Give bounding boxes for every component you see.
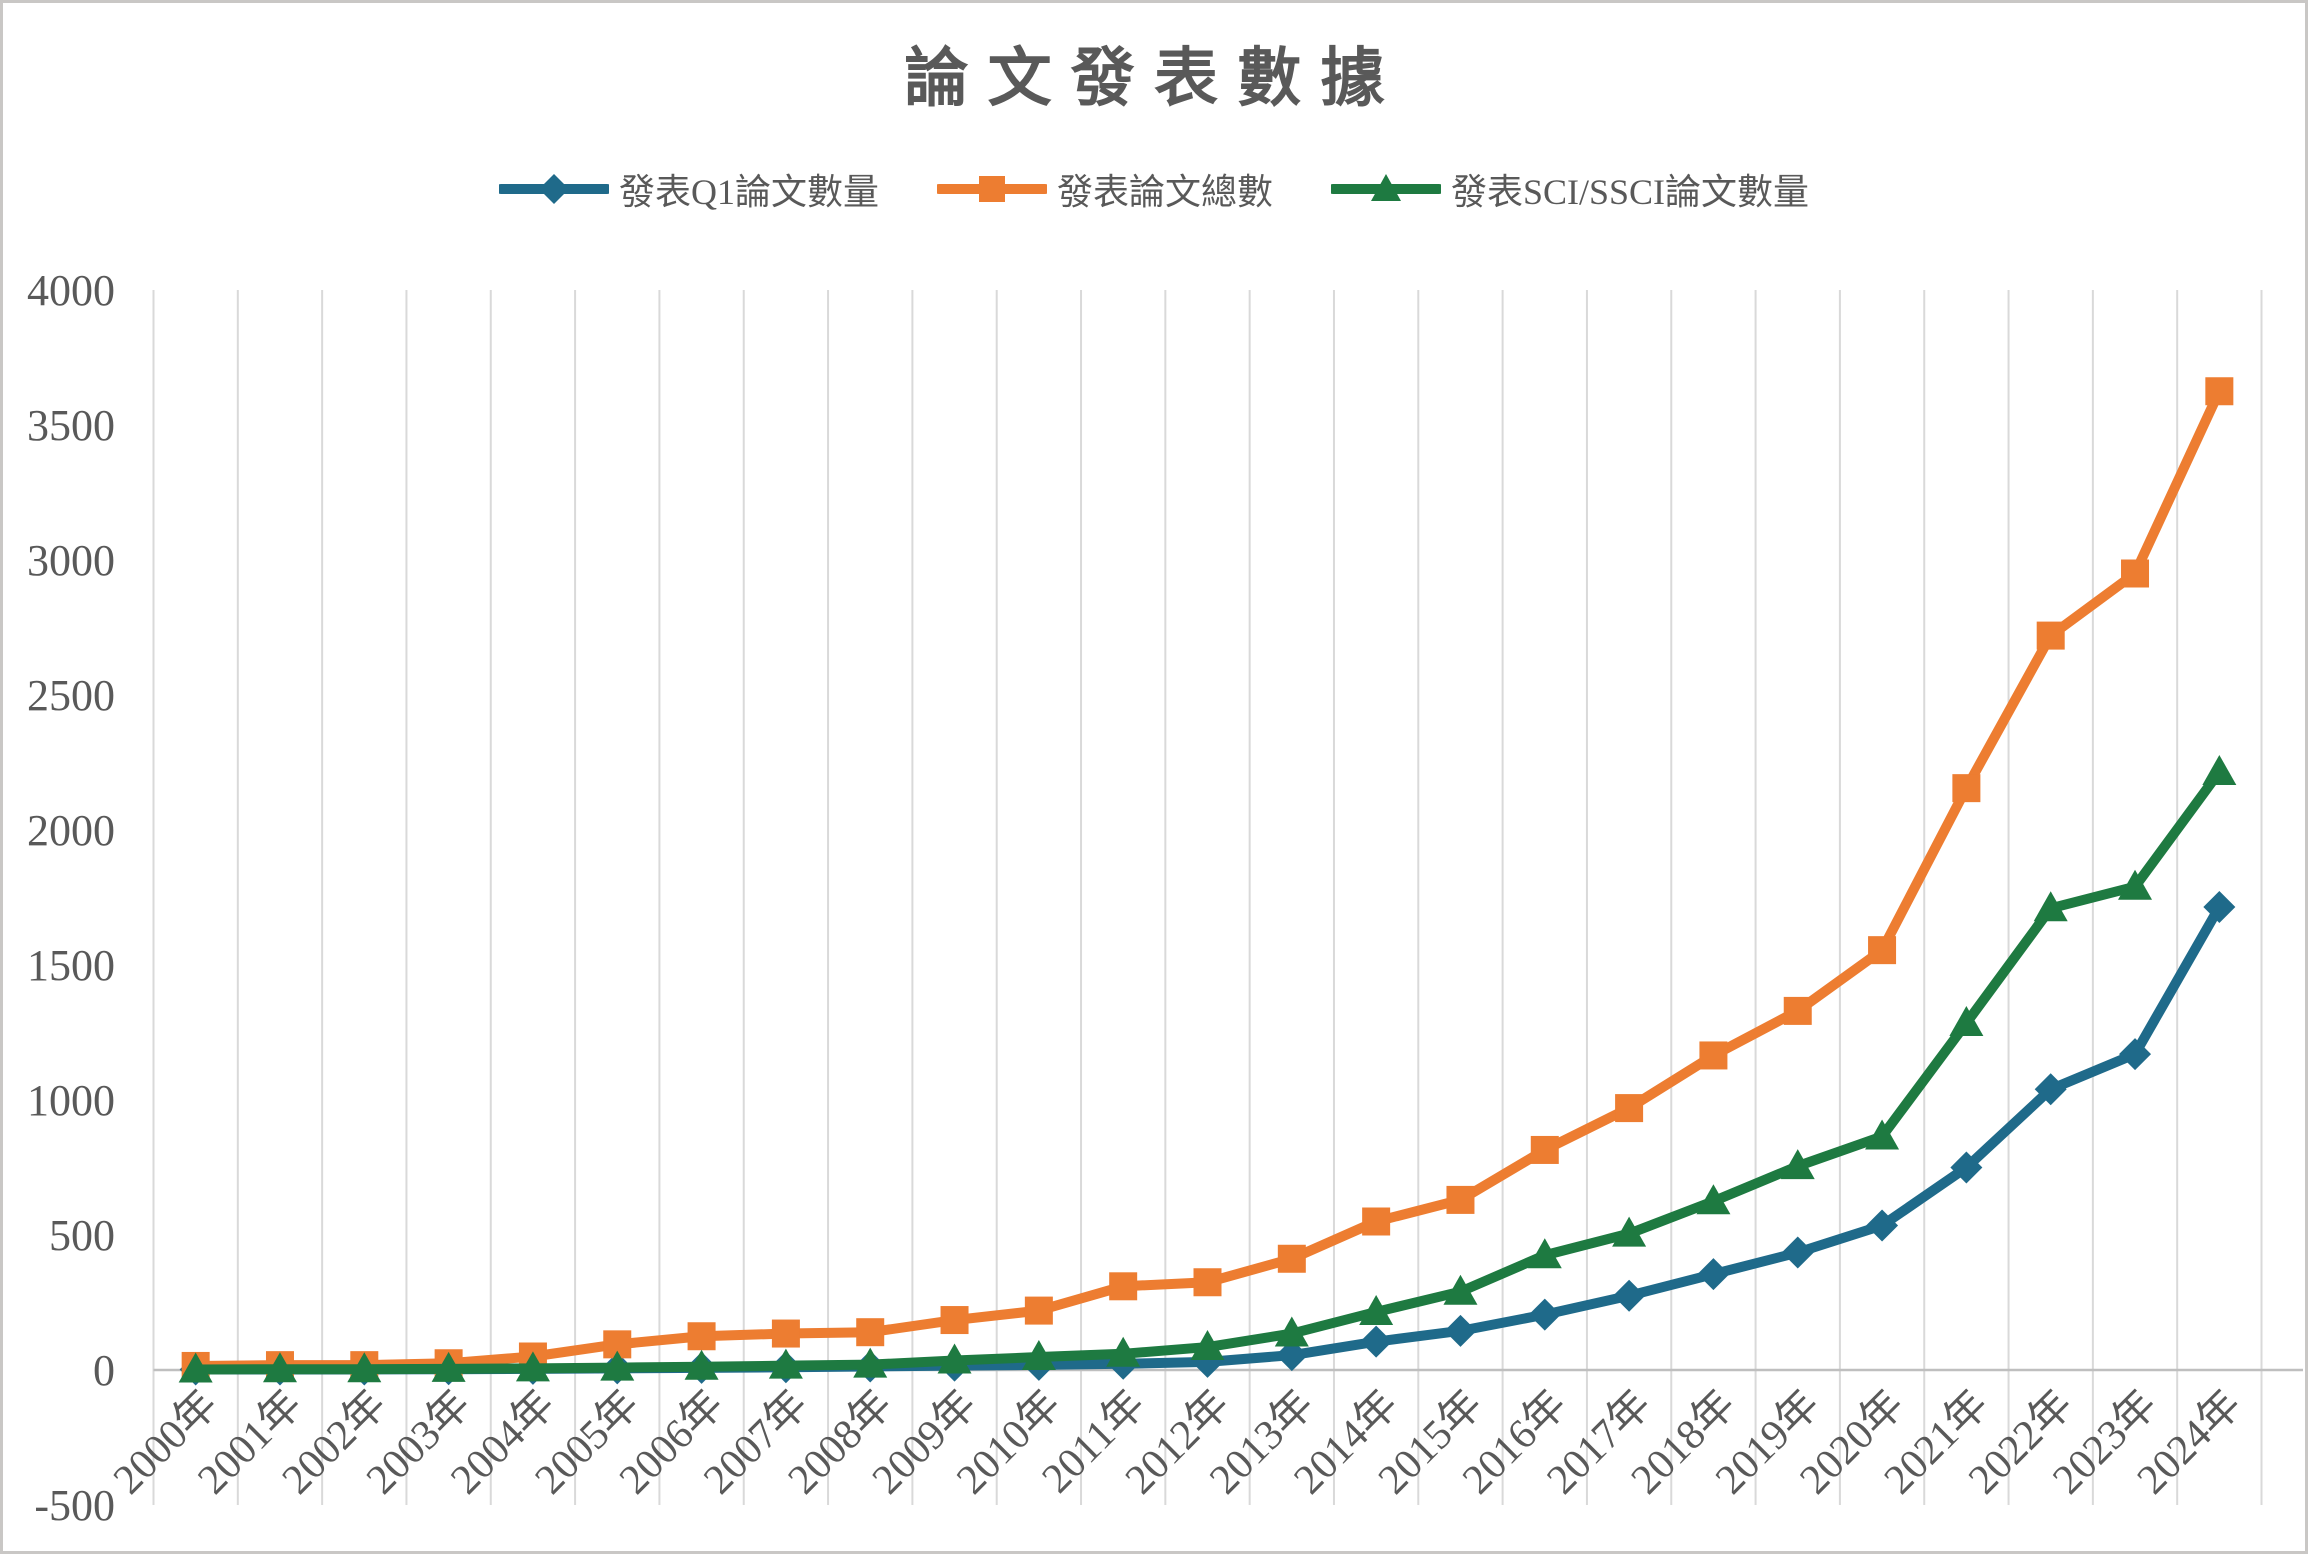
triangle-marker xyxy=(1949,1006,1984,1037)
triangle-marker xyxy=(1021,1340,1056,1371)
square-marker xyxy=(2121,559,2150,588)
triangle-marker xyxy=(347,1352,382,1383)
chart-title: 論文發表數據 xyxy=(904,43,1404,114)
square-marker xyxy=(771,1319,800,1348)
diamond-marker xyxy=(1360,1325,1393,1358)
series-diamond xyxy=(179,890,2236,1386)
square-marker xyxy=(2036,621,2065,650)
diamond-marker xyxy=(1866,1209,1899,1242)
triangle-marker xyxy=(1612,1216,1647,1247)
triangle-marker xyxy=(1190,1330,1225,1361)
square-marker xyxy=(1783,996,1812,1025)
legend: 發表Q1論文數量 發表論文總數 發表SCI/SSCI論文數量 xyxy=(3,163,2305,215)
triangle-marker xyxy=(515,1351,550,1382)
legend-item-2: 發表論文總數 xyxy=(936,163,1273,215)
triangle-marker xyxy=(1865,1119,1900,1150)
triangle-marker xyxy=(768,1348,803,1379)
series-triangle xyxy=(178,754,2237,1383)
y-tick-label: 4000 xyxy=(27,266,115,315)
triangle-marker xyxy=(853,1347,888,1378)
triangle-marker xyxy=(2118,869,2153,900)
square-marker xyxy=(1362,1207,1391,1236)
legend-item-3: 發表SCI/SSCI論文數量 xyxy=(1330,163,1810,215)
square-marker xyxy=(1109,1272,1138,1301)
square-marker xyxy=(1530,1135,1559,1164)
diamond-legend-key-icon xyxy=(498,174,609,204)
triangle-legend-key-icon xyxy=(1330,174,1441,201)
y-tick-label: 1000 xyxy=(27,1076,115,1125)
triangle-marker xyxy=(262,1352,297,1383)
square-legend-key-icon xyxy=(936,176,1047,202)
y-tick-label: 1500 xyxy=(27,941,115,990)
triangle-marker xyxy=(178,1352,213,1383)
series-line xyxy=(190,386,2225,1371)
triangle-marker xyxy=(1359,1294,1394,1325)
series-square xyxy=(181,377,2234,1380)
square-marker xyxy=(940,1306,969,1335)
triangle-marker xyxy=(937,1343,972,1374)
diamond-marker xyxy=(1613,1279,1646,1312)
triangle-marker xyxy=(1443,1274,1478,1305)
triangle-marker xyxy=(684,1349,719,1380)
diamond-marker xyxy=(2203,890,2236,923)
y-tick-label: 3000 xyxy=(27,536,115,585)
square-marker xyxy=(1952,774,1981,803)
diamond-marker xyxy=(1781,1236,1814,1269)
triangle-marker xyxy=(1780,1149,1815,1180)
y-tick-label: 2500 xyxy=(27,671,115,720)
y-tick-label: 3500 xyxy=(27,401,115,450)
diamond-marker xyxy=(1528,1298,1561,1331)
legend-label: 發表Q1論文數量 xyxy=(618,172,879,212)
triangle-marker xyxy=(1527,1238,1562,1269)
square-marker xyxy=(1446,1185,1475,1214)
triangle-marker xyxy=(2033,891,2068,922)
diamond-marker xyxy=(1444,1314,1477,1347)
triangle-marker xyxy=(1274,1316,1309,1347)
y-axis-labels: 4000 3500 3000 2500 2000 1500 1000 500 0 -500 xyxy=(27,266,115,1530)
plot-area: 4000 3500 3000 2500 2000 1500 1000 500 0 -5002000… xyxy=(27,266,2303,1530)
square-marker xyxy=(1024,1296,1053,1325)
diamond-marker xyxy=(2119,1038,2152,1071)
y-tick-label: 0 xyxy=(93,1346,115,1395)
y-tick-label: -500 xyxy=(34,1481,115,1530)
legend-item-1: 發表Q1論文數量 xyxy=(498,163,879,215)
triangle-marker xyxy=(1696,1184,1731,1215)
diamond-marker xyxy=(1697,1258,1730,1291)
legend-label: 發表SCI/SSCI論文數量 xyxy=(1450,172,1810,212)
square-marker xyxy=(1193,1268,1222,1297)
square-marker xyxy=(687,1322,716,1351)
triangle-marker xyxy=(600,1350,635,1381)
legend-label: 發表論文總數 xyxy=(1056,172,1273,212)
square-marker xyxy=(1615,1094,1644,1123)
gridlines xyxy=(152,290,2263,1505)
square-marker xyxy=(1277,1244,1306,1273)
diamond-marker xyxy=(1275,1339,1308,1372)
square-marker xyxy=(856,1318,885,1347)
series-line xyxy=(190,901,2225,1375)
triangle-marker xyxy=(1106,1336,1141,1367)
y-tick-label: 2000 xyxy=(27,806,115,855)
triangle-marker xyxy=(431,1351,466,1382)
diamond-marker xyxy=(1950,1151,1983,1184)
triangle-marker xyxy=(2202,754,2237,785)
square-marker xyxy=(1868,936,1897,965)
square-marker xyxy=(1699,1041,1728,1070)
y-tick-label: 500 xyxy=(49,1211,115,1260)
x-axis-labels: 2000年2001年2002年2003年2004年2005年2006年2007年… xyxy=(104,1381,2250,1503)
square-marker xyxy=(2205,377,2234,406)
diamond-marker xyxy=(2034,1073,2067,1106)
